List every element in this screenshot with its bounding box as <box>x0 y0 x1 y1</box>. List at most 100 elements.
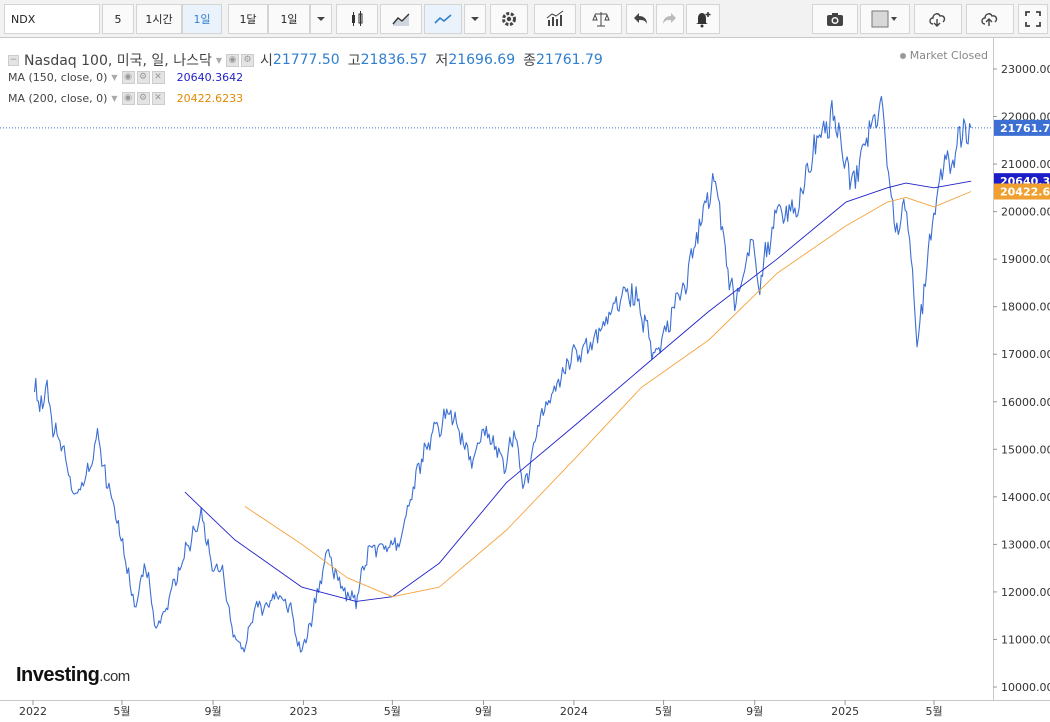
timeframe-button-3[interactable]: 1일 <box>268 4 310 34</box>
investing-logo: Investing.com <box>16 664 130 687</box>
price-tick-label: 13000.00 <box>1001 538 1050 551</box>
legend-main-row: − Nasdaq 100, 미국, 일, 나스닥 ▼ ◉ ⚙ 시 21777.5… <box>8 50 603 70</box>
interval-input-label: 5 <box>114 12 122 26</box>
area-chart-icon <box>392 10 410 28</box>
timeframe-menu-button[interactable] <box>310 4 332 34</box>
price-tick-label: 21000.00 <box>1001 158 1050 171</box>
alert-bell-icon <box>694 10 712 28</box>
time-tick-label: 2023 <box>289 705 317 718</box>
chart-canvas[interactable]: 23000.0022000.0021000.0020000.0019000.00… <box>0 38 1050 718</box>
time-tick-label: 2022 <box>19 705 47 718</box>
fullscreen-button[interactable] <box>1018 4 1048 34</box>
ma150-caret-icon[interactable]: ▼ <box>111 73 118 82</box>
screenshot-button[interactable] <box>812 4 858 34</box>
settings-icon[interactable]: ⚙ <box>241 53 255 67</box>
legend-ma200-row: MA (200, close, 0) ▼ ◉ ⚙ ✕ 20422.6233 <box>8 92 243 105</box>
ma200-caret-icon[interactable]: ▼ <box>111 94 118 103</box>
candlestick-icon <box>348 10 366 28</box>
ma150-actions: ◉ ⚙ ✕ <box>121 71 165 84</box>
area-chart-button[interactable] <box>380 4 422 34</box>
ma200-value: 20422.6233 <box>176 92 244 105</box>
market-status-text: Market Closed <box>909 49 988 62</box>
close-icon[interactable]: ✕ <box>151 71 165 84</box>
eye-icon[interactable]: ◉ <box>226 53 240 67</box>
ma200-badge <box>994 183 1050 200</box>
close-label: 종 <box>523 53 537 69</box>
ma200-badge-label: 20422.62 <box>1000 186 1050 199</box>
redo-icon <box>661 10 679 28</box>
collapse-legend-icon[interactable]: − <box>8 54 19 66</box>
open-value: 21777.50 <box>272 52 340 68</box>
cloud-upload-icon <box>980 10 1000 28</box>
timeframe-button-0-label: 1시간 <box>145 13 173 26</box>
price-tick-label: 11000.00 <box>1001 633 1050 646</box>
color-picker-button[interactable] <box>860 4 910 34</box>
legend-caret-icon[interactable]: ▼ <box>215 55 223 65</box>
candlestick-button[interactable] <box>336 4 378 34</box>
time-tick-label: 5월 <box>655 705 672 718</box>
price-tick-label: 20000.00 <box>1001 206 1050 219</box>
undo-icon <box>631 10 649 28</box>
high-label: 고 <box>347 53 361 69</box>
legend-actions: ◉ ⚙ <box>226 53 255 67</box>
settings-icon[interactable]: ⚙ <box>136 92 150 105</box>
timeframe-button-0[interactable]: 1시간 <box>136 4 182 34</box>
low-label: 저 <box>435 53 449 69</box>
time-tick-label: 5월 <box>113 705 130 718</box>
ma200-label: MA (200, close, 0) <box>8 92 108 105</box>
timeframe-button-2[interactable]: 1달 <box>228 4 268 34</box>
timeframe-button-1[interactable]: 1일 <box>182 4 222 34</box>
timeframe-button-1-label: 1일 <box>193 13 211 26</box>
alert-button[interactable] <box>686 4 720 34</box>
price-line <box>33 95 972 653</box>
indicators-button[interactable] <box>534 4 576 34</box>
ma150-label: MA (150, close, 0) <box>8 71 108 84</box>
price-tick-label: 19000.00 <box>1001 253 1050 266</box>
status-dot-icon <box>899 53 906 59</box>
settings-icon[interactable]: ⚙ <box>136 71 150 84</box>
market-status: Market Closed <box>899 49 988 62</box>
line-chart-button[interactable] <box>424 4 462 34</box>
high-value: 21836.57 <box>360 52 428 68</box>
last-price-badge-label: 21761.79 <box>1000 122 1050 135</box>
interval-input[interactable]: 5 <box>102 4 134 34</box>
camera-icon <box>826 10 844 28</box>
time-tick-label: 5월 <box>384 705 401 718</box>
chart-toolbar: NDX 5 1시간 1일 1달 1일 <box>0 0 1050 38</box>
eye-icon[interactable]: ◉ <box>121 71 135 84</box>
cloud-upload-button[interactable] <box>966 4 1014 34</box>
eye-icon[interactable]: ◉ <box>121 92 135 105</box>
close-value: 21761.79 <box>536 52 603 68</box>
open-label: 시 <box>260 53 273 69</box>
instrument-name: Nasdaq 100, 미국, 일, 나스닥 <box>24 53 212 69</box>
chevron-down-icon <box>466 10 484 28</box>
line-chart-icon <box>434 10 452 28</box>
price-tick-label: 17000.00 <box>1001 348 1050 361</box>
chart-type-menu-button[interactable] <box>464 4 486 34</box>
price-tick-label: 18000.00 <box>1001 301 1050 314</box>
price-tick-label: 23000.00 <box>1001 63 1050 76</box>
cloud-download-button[interactable] <box>914 4 962 34</box>
close-icon[interactable]: ✕ <box>151 92 165 105</box>
symbol-search-input[interactable]: NDX <box>4 4 100 34</box>
timeframe-button-3-label: 1일 <box>280 13 298 26</box>
logo-suffix: .com <box>99 668 130 685</box>
chevron-down-icon <box>312 10 330 28</box>
redo-button[interactable] <box>656 4 684 34</box>
compare-button[interactable] <box>580 4 622 34</box>
price-chart[interactable]: 23000.00 22000.00 21000.00 20000.00 19000.00… <box>0 38 1050 718</box>
undo-button[interactable] <box>626 4 654 34</box>
fullscreen-icon <box>1024 10 1042 28</box>
time-tick-label: 2024 <box>560 705 588 718</box>
price-axis-area[interactable] <box>993 38 1050 718</box>
settings-button[interactable] <box>490 4 528 34</box>
time-tick-label: 2025 <box>831 705 859 718</box>
price-tick-label: 10000.00 <box>1001 681 1050 694</box>
ma150-line <box>184 180 972 602</box>
last-price-badge <box>994 119 1050 136</box>
legend-ma150-row: MA (150, close, 0) ▼ ◉ ⚙ ✕ 20640.3642 <box>8 71 243 84</box>
color-swatch-icon <box>871 10 899 28</box>
ma150-value: 20640.3642 <box>176 71 244 84</box>
price-tick-label: 16000.00 <box>1001 396 1050 409</box>
gear-icon <box>500 10 518 28</box>
